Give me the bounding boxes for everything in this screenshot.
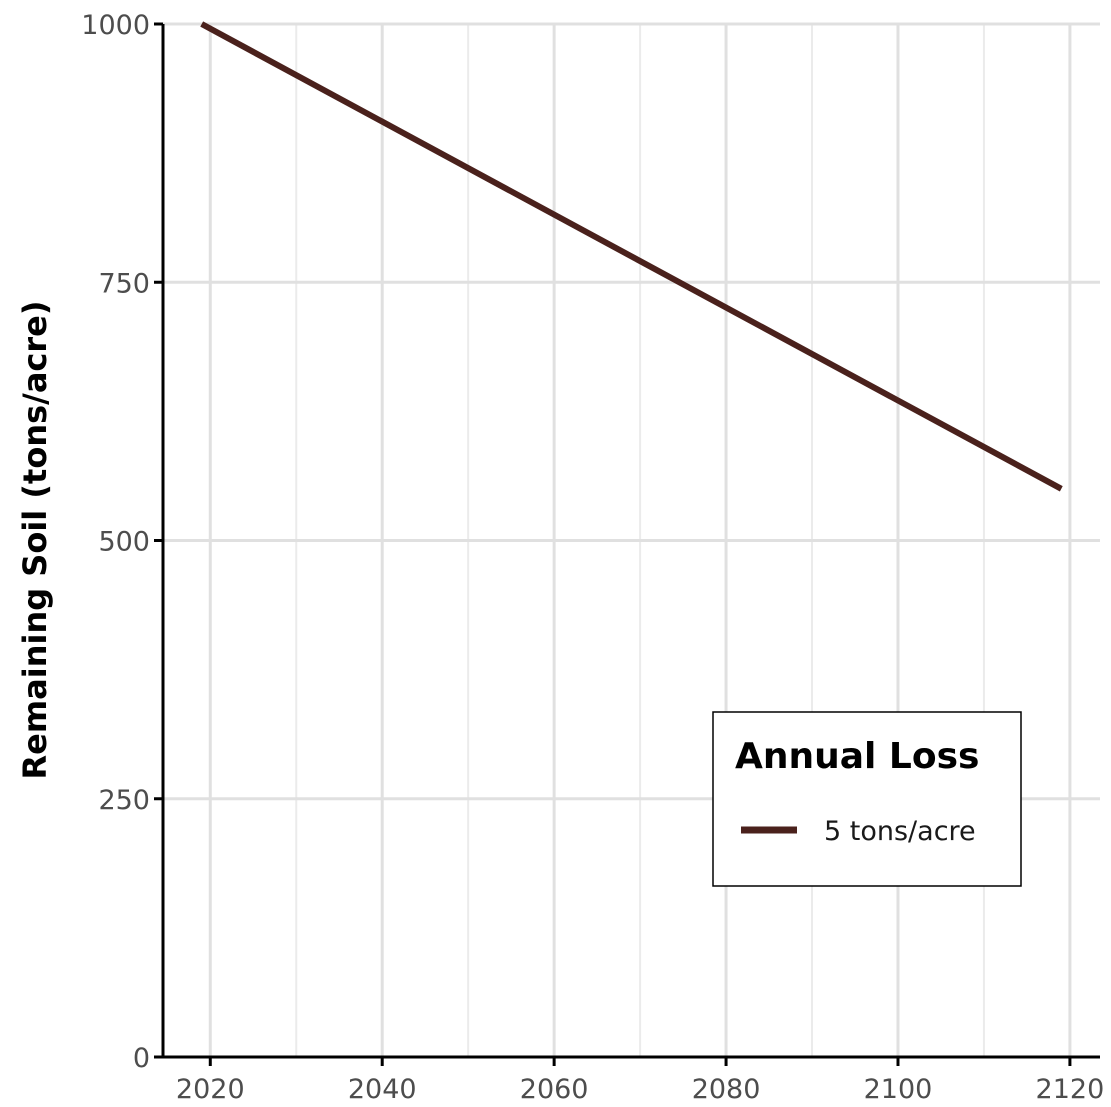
x-tick-label: 2120 (1036, 1074, 1105, 1105)
y-tick-label: 750 (98, 268, 150, 299)
series-layer (202, 24, 1062, 489)
series-line (202, 24, 1062, 489)
x-tick-label: 2060 (520, 1074, 589, 1105)
y-tick-label: 250 (98, 785, 150, 816)
y-axis-title: Remaining Soil (tons/acre) (16, 300, 54, 779)
major-gridlines (163, 24, 1100, 1057)
legend: Annual Loss 5 tons/acre (713, 712, 1021, 886)
y-tick-label: 1000 (81, 10, 150, 41)
legend-entry-label: 5 tons/acre (824, 816, 976, 847)
y-axis-ticks: 0 250 500 750 1000 (81, 10, 163, 1074)
x-tick-label: 2040 (348, 1074, 417, 1105)
x-axis-ticks: 2020 2040 2060 2080 2100 2120 (176, 1057, 1104, 1105)
y-tick-label: 500 (98, 527, 150, 558)
legend-title: Annual Loss (735, 736, 979, 777)
x-tick-label: 2080 (692, 1074, 761, 1105)
x-tick-label: 2020 (176, 1074, 245, 1105)
y-tick-label: 0 (133, 1043, 150, 1074)
x-tick-label: 2100 (864, 1074, 933, 1105)
